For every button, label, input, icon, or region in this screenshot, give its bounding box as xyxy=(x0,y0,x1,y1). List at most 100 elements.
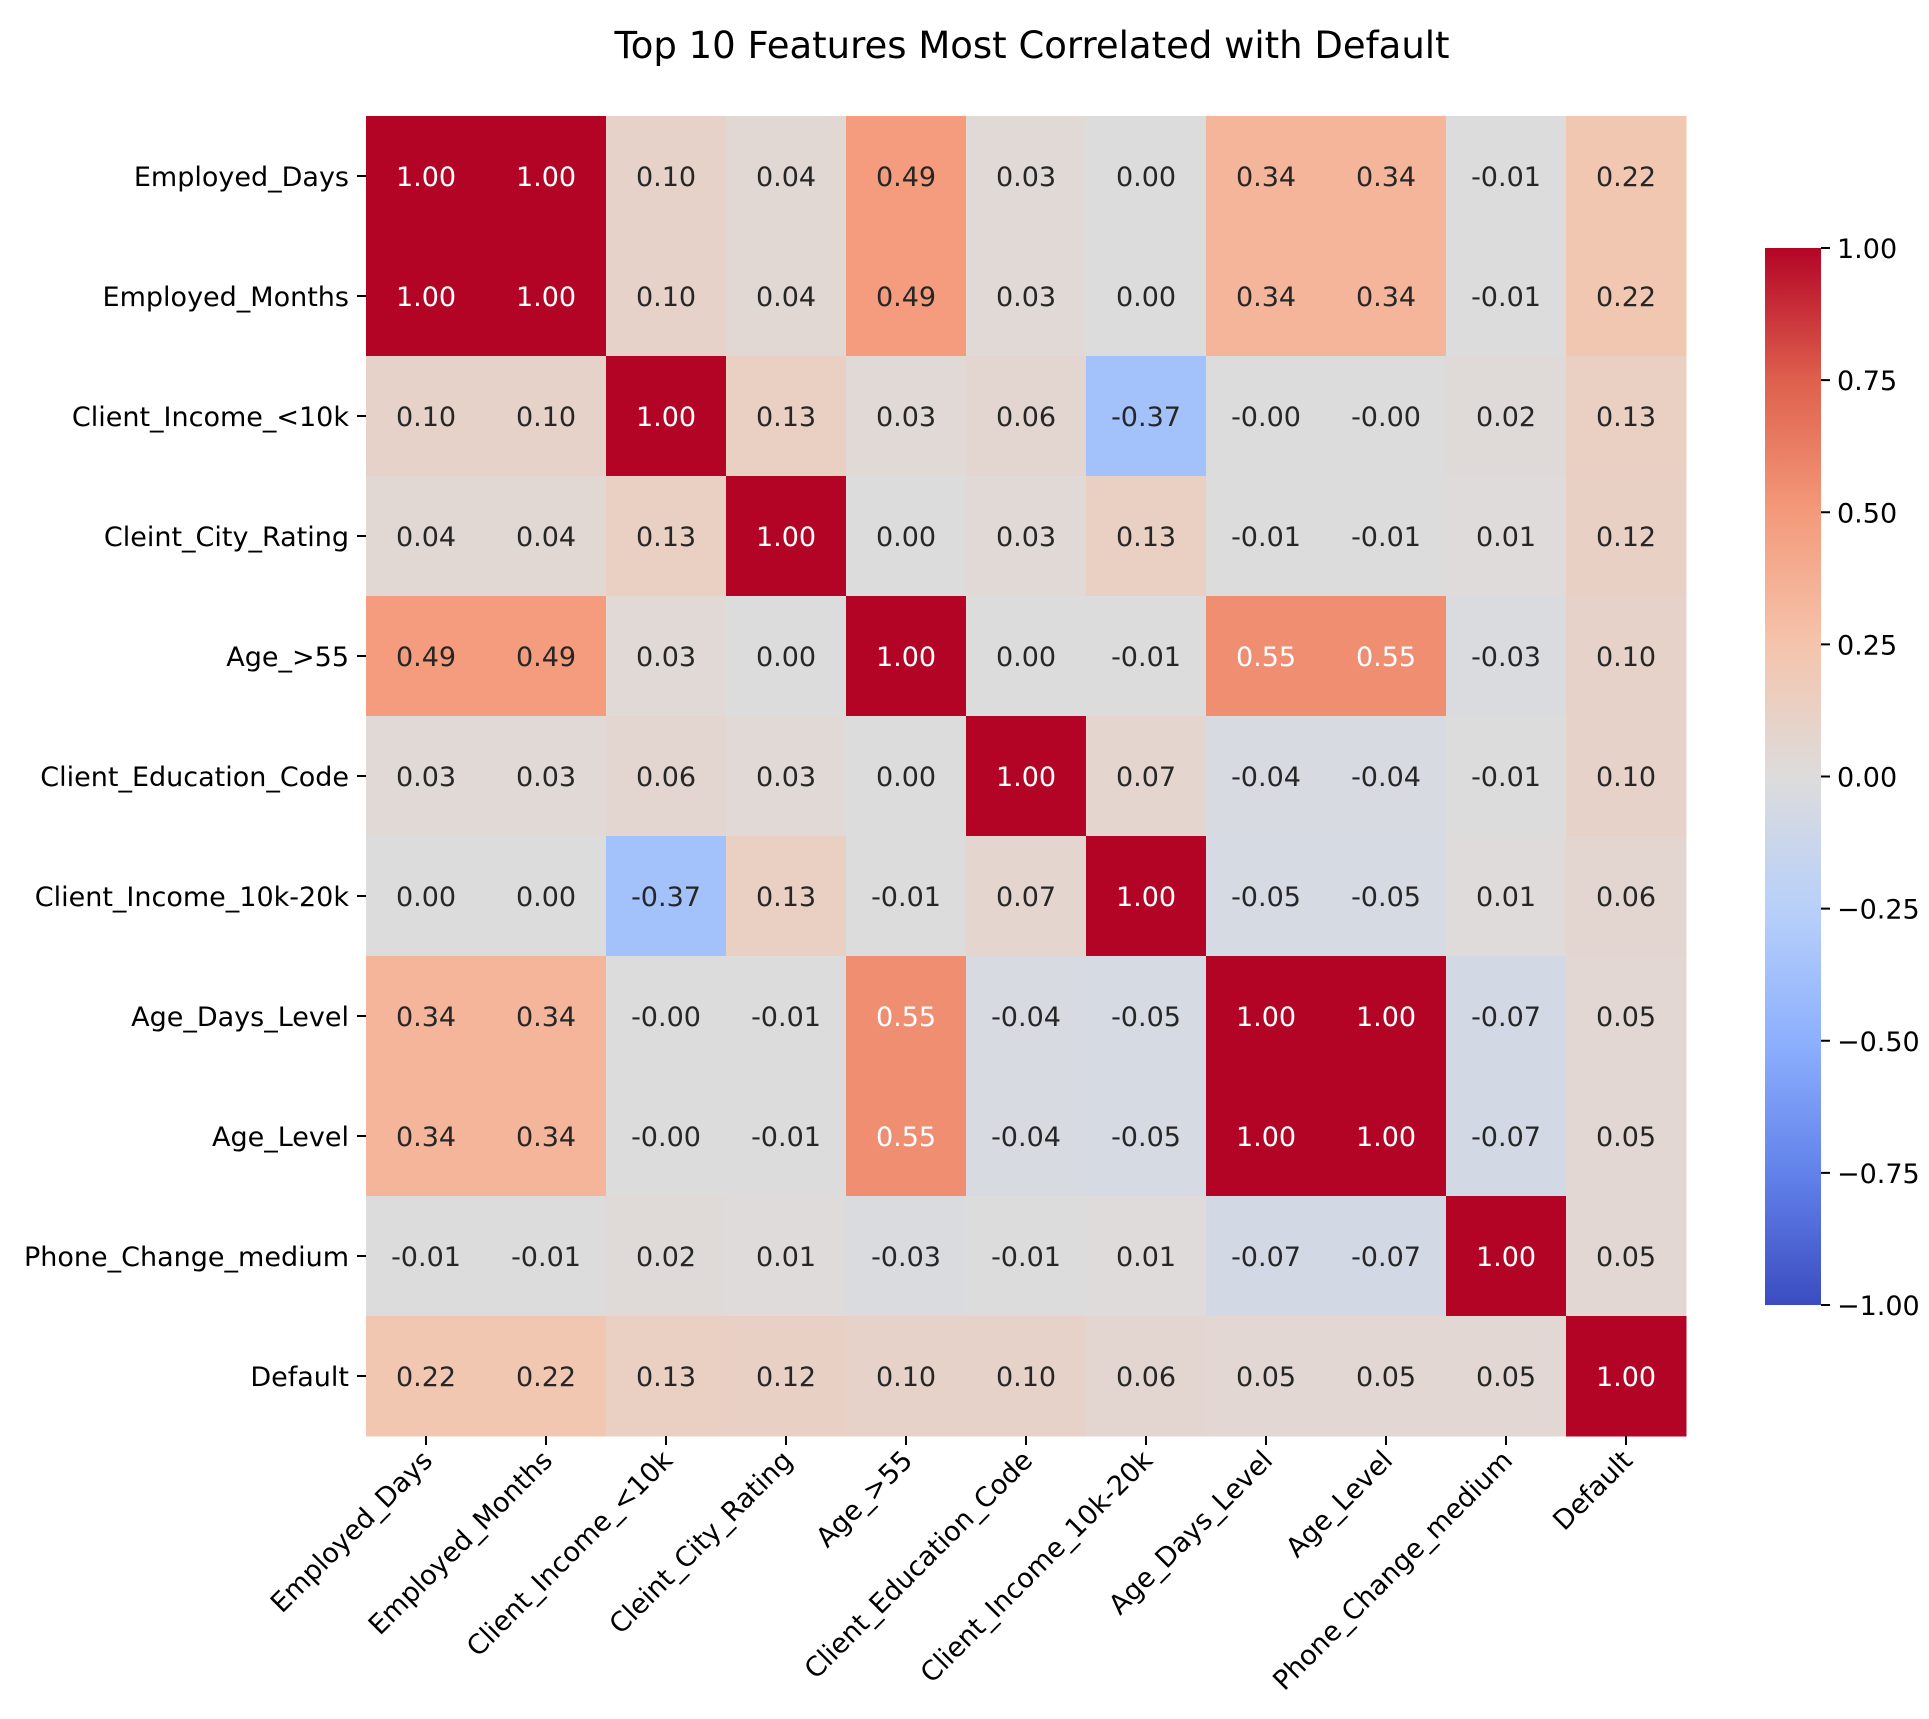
heatmap-cell xyxy=(726,1316,847,1437)
cell-value-label: 0.06 xyxy=(1116,1362,1176,1393)
cell-value-label: 0.02 xyxy=(1476,402,1536,433)
y-tick-label: Client_Income_10k-20k xyxy=(35,882,350,913)
cell-value-label: 0.12 xyxy=(756,1362,816,1393)
heatmap-cell xyxy=(486,236,607,357)
y-tick-label: Default xyxy=(250,1362,349,1393)
cell-value-label: 0.00 xyxy=(516,882,576,913)
heatmap-cell xyxy=(486,596,607,717)
cell-value-label: 0.03 xyxy=(996,162,1056,193)
heatmap-cell xyxy=(1086,116,1207,237)
cell-value-label: 0.00 xyxy=(1116,282,1176,313)
cell-value-label: 0.34 xyxy=(1236,282,1296,313)
colorbar-tick-label: 0.50 xyxy=(1837,498,1897,529)
heatmap-cell xyxy=(1566,836,1687,957)
colorbar-gradient xyxy=(1765,248,1821,1305)
cell-value-label: 0.04 xyxy=(396,522,456,553)
heatmap-cell xyxy=(366,116,487,237)
heatmap-cell xyxy=(1566,356,1687,477)
heatmap-cell xyxy=(966,1076,1087,1197)
cell-value-label: 0.00 xyxy=(396,882,456,913)
heatmap-cell xyxy=(1446,236,1567,357)
heatmap-cell xyxy=(1086,596,1207,717)
cell-value-label: -0.03 xyxy=(1471,642,1541,673)
cell-value-label: 0.00 xyxy=(876,522,936,553)
cell-value-label: -0.05 xyxy=(1111,1002,1181,1033)
heatmap-cell xyxy=(606,716,727,837)
x-tick-label: Client_Income_10k-20k xyxy=(915,1445,1159,1689)
cell-value-label: -0.05 xyxy=(1111,1122,1181,1153)
heatmap-cell xyxy=(486,716,607,837)
cell-value-label: -0.01 xyxy=(751,1122,821,1153)
cell-value-label: 0.01 xyxy=(1116,1242,1176,1273)
heatmap-cell xyxy=(366,1076,487,1197)
cell-value-label: 1.00 xyxy=(1236,1002,1296,1033)
cell-value-label: 0.34 xyxy=(516,1122,576,1153)
heatmap-cell xyxy=(1326,596,1447,717)
cell-value-label: 0.03 xyxy=(636,642,696,673)
heatmap-cell xyxy=(606,476,727,597)
heatmap-cell xyxy=(366,476,487,597)
heatmap-cell xyxy=(966,956,1087,1077)
cell-value-label: 0.06 xyxy=(996,402,1056,433)
cell-value-label: 1.00 xyxy=(396,282,456,313)
cell-value-label: 0.13 xyxy=(1596,402,1656,433)
heatmap-cell xyxy=(606,956,727,1077)
cell-value-label: -0.00 xyxy=(1231,402,1301,433)
cell-value-label: 0.55 xyxy=(1356,642,1416,673)
heatmap-cell xyxy=(366,356,487,477)
cell-value-label: 0.05 xyxy=(1236,1362,1296,1393)
cell-value-label: 1.00 xyxy=(1596,1362,1656,1393)
cell-value-label: 0.10 xyxy=(636,282,696,313)
colorbar-tick-label: −1.00 xyxy=(1837,1291,1920,1322)
cell-value-label: 0.34 xyxy=(1356,282,1416,313)
heatmap-cell xyxy=(1446,1316,1567,1437)
x-tick-label: Client_Income_<10k xyxy=(461,1445,679,1663)
heatmap-cell xyxy=(1206,116,1327,237)
heatmap-cell xyxy=(726,236,847,357)
cell-value-label: 0.00 xyxy=(1116,162,1176,193)
colorbar-tick-label: 0.75 xyxy=(1837,366,1897,397)
cell-value-label: -0.04 xyxy=(1231,762,1301,793)
cell-value-label: 0.04 xyxy=(756,162,816,193)
cell-value-label: 0.01 xyxy=(756,1242,816,1273)
heatmap-cell xyxy=(846,236,967,357)
heatmap-cell xyxy=(1326,356,1447,477)
heatmap-cell xyxy=(726,596,847,717)
heatmap-cell xyxy=(1446,956,1567,1077)
cell-value-label: 0.22 xyxy=(1596,282,1656,313)
colorbar: 1.00 0.75 0.50 0.25 0.00 −0.25 −0.50 −0.75 −1.00 xyxy=(1765,234,1920,1322)
cell-value-label: 0.34 xyxy=(516,1002,576,1033)
heatmap-cell xyxy=(1086,1196,1207,1317)
heatmap-cell xyxy=(1326,116,1447,237)
heatmap-cell xyxy=(846,1196,967,1317)
cell-value-label: 0.49 xyxy=(876,162,936,193)
cell-value-label: -0.07 xyxy=(1351,1242,1421,1273)
x-tick-label: Age_Level xyxy=(1280,1445,1399,1564)
cell-value-label: 0.34 xyxy=(1236,162,1296,193)
heatmap-cell xyxy=(726,956,847,1077)
cell-value-label: 0.13 xyxy=(636,522,696,553)
heatmap-cell xyxy=(966,356,1087,477)
heatmap-cell xyxy=(1086,1076,1207,1197)
heatmap-cell xyxy=(606,1076,727,1197)
heatmap-cell xyxy=(1206,476,1327,597)
heatmap-cell xyxy=(966,836,1087,957)
heatmap-cell xyxy=(846,1076,967,1197)
cell-value-label: -0.01 xyxy=(1231,522,1301,553)
heatmap-cell xyxy=(486,1196,607,1317)
heatmap-cell xyxy=(486,1316,607,1437)
cell-value-label: -0.04 xyxy=(991,1002,1061,1033)
x-axis: Employed_DaysEmployed_MonthsClient_Incom… xyxy=(265,1436,1639,1697)
heatmap-cell xyxy=(966,476,1087,597)
heatmap-cell xyxy=(486,956,607,1077)
heatmap-cell xyxy=(366,1196,487,1317)
cell-value-label: -0.00 xyxy=(631,1002,701,1033)
heatmap-cell xyxy=(1206,716,1327,837)
heatmap-cell xyxy=(1566,476,1687,597)
cell-value-label: 0.13 xyxy=(636,1362,696,1393)
cell-value-label: 0.05 xyxy=(1596,1122,1656,1153)
heatmap-cell xyxy=(846,836,967,957)
heatmap-cell xyxy=(1326,1316,1447,1437)
cell-value-label: 0.13 xyxy=(756,402,816,433)
cell-value-label: 0.00 xyxy=(996,642,1056,673)
